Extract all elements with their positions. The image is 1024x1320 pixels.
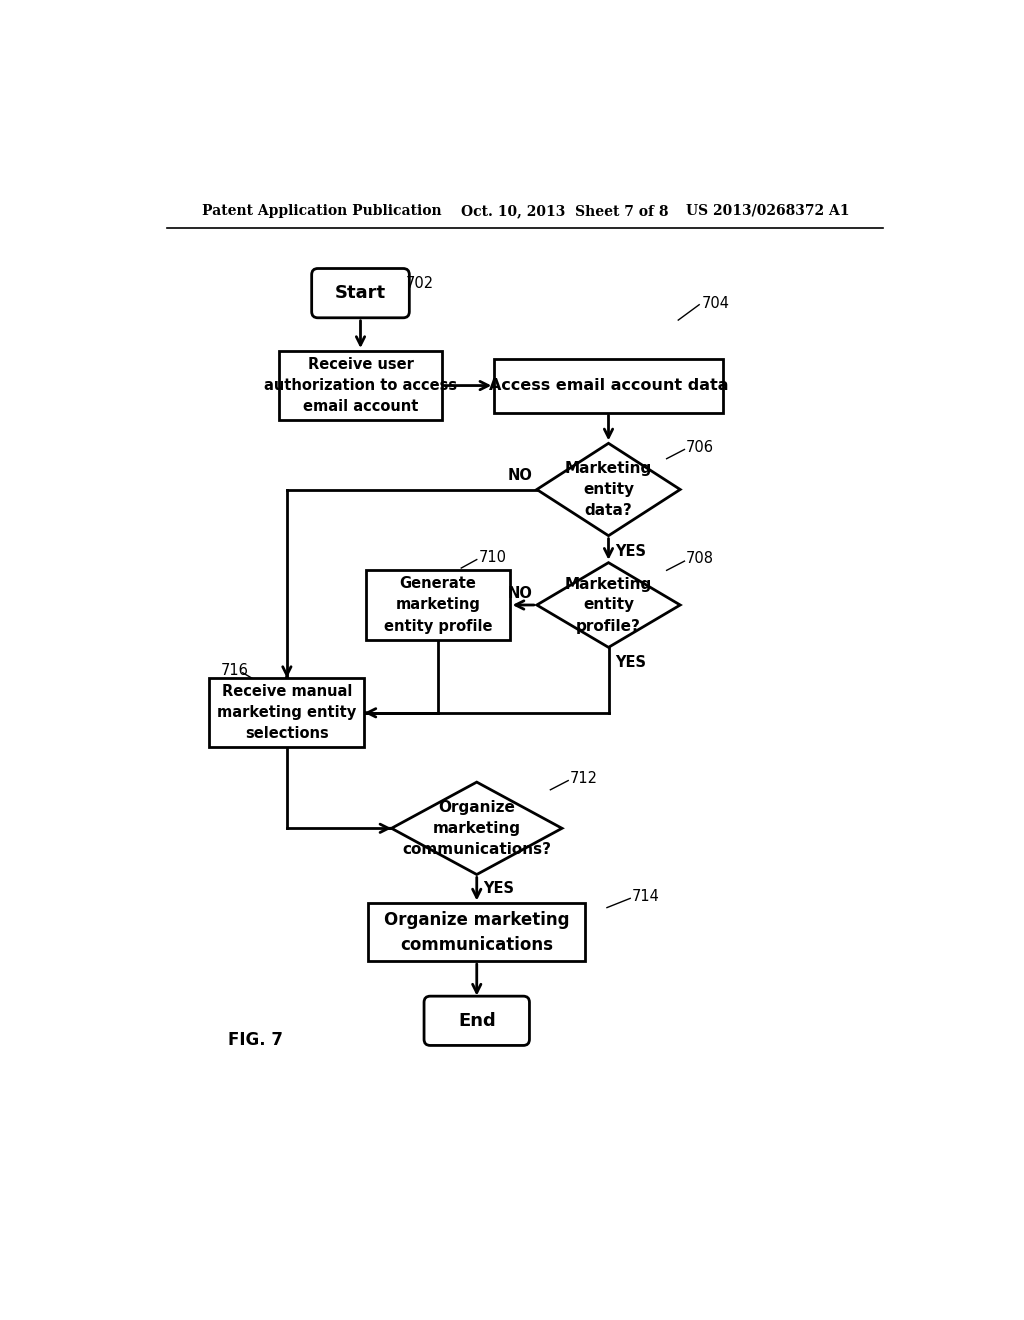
Text: NO: NO (508, 469, 532, 483)
Bar (495, 359, 723, 413)
Polygon shape (537, 562, 680, 647)
Text: 704: 704 (701, 296, 729, 310)
Text: NO: NO (508, 586, 532, 601)
Text: 706: 706 (686, 440, 714, 454)
Text: US 2013/0268372 A1: US 2013/0268372 A1 (686, 203, 850, 218)
Text: 714: 714 (632, 888, 659, 904)
Polygon shape (391, 781, 562, 874)
Text: Receive manual
marketing entity
selections: Receive manual marketing entity selectio… (217, 684, 356, 742)
FancyBboxPatch shape (424, 997, 529, 1045)
Text: 710: 710 (478, 549, 506, 565)
Text: 716: 716 (221, 663, 249, 678)
Bar (369, 903, 586, 961)
Text: End: End (458, 1012, 496, 1030)
Text: YES: YES (614, 544, 646, 558)
Text: Patent Application Publication: Patent Application Publication (202, 203, 441, 218)
Text: YES: YES (483, 880, 514, 896)
Bar (367, 570, 510, 640)
Text: 708: 708 (686, 552, 714, 566)
Text: Organize marketing
communications: Organize marketing communications (384, 911, 569, 954)
Text: YES: YES (614, 655, 646, 671)
Bar (209, 678, 365, 747)
Text: Generate
marketing
entity profile: Generate marketing entity profile (384, 577, 493, 634)
Text: Start: Start (335, 284, 386, 302)
Polygon shape (537, 444, 680, 536)
Text: 712: 712 (569, 771, 598, 785)
Text: Access email account data: Access email account data (488, 378, 728, 393)
FancyBboxPatch shape (311, 268, 410, 318)
Text: Oct. 10, 2013  Sheet 7 of 8: Oct. 10, 2013 Sheet 7 of 8 (461, 203, 669, 218)
Text: Marketing
entity
data?: Marketing entity data? (565, 461, 652, 517)
Text: FIG. 7: FIG. 7 (228, 1031, 284, 1049)
Text: Organize
marketing
communications?: Organize marketing communications? (402, 800, 551, 857)
Text: 702: 702 (406, 276, 433, 290)
Bar (280, 351, 442, 420)
Text: Marketing
entity
profile?: Marketing entity profile? (565, 577, 652, 634)
Text: Receive user
authorization to access
email account: Receive user authorization to access ema… (264, 356, 457, 414)
